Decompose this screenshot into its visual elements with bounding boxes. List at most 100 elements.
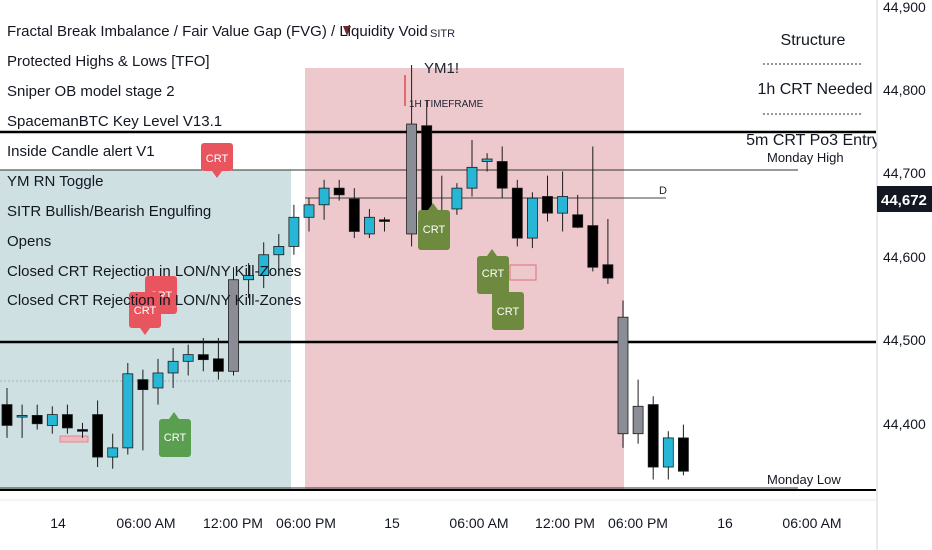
indicator-label[interactable]: Sniper OB model stage 2 — [7, 83, 175, 100]
candle-body — [333, 187, 345, 196]
price-tick: 44,400 — [883, 416, 926, 432]
candle-body — [77, 429, 88, 432]
time-tick: 06:00 AM — [449, 515, 508, 531]
indicator-label[interactable]: SITR Bullish/Bearish Engulfing — [7, 203, 211, 220]
candle-body — [662, 437, 674, 468]
crt-badge-text: CRT — [497, 306, 520, 318]
right-session-zone — [305, 68, 624, 490]
time-tick: 16 — [717, 515, 733, 531]
price-tick: 44,600 — [883, 249, 926, 265]
candle-body — [92, 414, 103, 458]
candle-body — [16, 415, 28, 418]
candle-body — [587, 225, 599, 268]
candle-body — [379, 219, 390, 222]
structure-row-1: 1h CRT Needed — [757, 81, 872, 98]
symbol-label: YM1! — [424, 60, 459, 77]
candle-body — [243, 275, 255, 281]
crt-badge-green[interactable]: CRT — [159, 412, 191, 457]
indicator-label[interactable]: Closed CRT Rejection in LON/NY Kill-Zone… — [7, 263, 301, 280]
candle-body — [273, 246, 285, 256]
candle-body — [602, 264, 614, 279]
candle-body — [527, 197, 538, 239]
candle-body — [258, 254, 270, 276]
candle-body — [348, 198, 360, 232]
crt-badge-text: CRT — [164, 432, 187, 444]
candle-body — [318, 187, 330, 206]
candle-body — [572, 214, 584, 228]
candle-body — [62, 414, 73, 429]
crt-badge-text: CRT — [423, 224, 446, 236]
price-tick: 44,900 — [883, 0, 926, 15]
time-tick: 06:00 AM — [116, 515, 175, 531]
candle-body — [557, 196, 568, 214]
indicator-label[interactable]: Inside Candle alert V1 — [7, 143, 155, 160]
price-tick: 44,700 — [883, 165, 926, 181]
candle-body — [167, 360, 179, 374]
candle-body — [228, 279, 239, 372]
crt-badge-olive[interactable]: CRT — [418, 203, 450, 250]
time-axis[interactable]: 14 06:00 AM 12:00 PM 06:00 PM 15 06:00 A… — [0, 499, 877, 531]
indicator-label[interactable]: Protected Highs & Lows [TFO] — [7, 53, 210, 70]
price-tick: 44,500 — [883, 332, 926, 348]
indicator-label[interactable]: Closed CRT Rejection in LON/NY Kill-Zone… — [7, 292, 301, 309]
candle-body — [481, 158, 493, 162]
indicator-label[interactable]: YM RN Toggle — [7, 173, 103, 190]
crt-badge-red[interactable]: CRT — [129, 292, 161, 335]
indicator-label[interactable]: Opens — [7, 233, 51, 250]
candle-body — [647, 404, 659, 468]
candle-body — [421, 125, 433, 216]
monday-high-label: Monday High — [767, 150, 844, 165]
current-price-badge — [877, 186, 932, 212]
price-axis[interactable]: 44,900 44,800 44,700 44,600 44,500 44,40… — [876, 0, 932, 550]
crt-badge-red[interactable]: CRT — [201, 143, 233, 178]
time-tick: 14 — [50, 515, 66, 531]
crt-badge-text: CRT — [134, 305, 157, 317]
candle-body — [406, 123, 418, 235]
crt-badge-text: CRT — [482, 268, 505, 280]
structure-row-2: 5m CRT Po3 Entry — [746, 132, 880, 149]
candle-body — [182, 354, 194, 362]
current-price-label: 44,672 — [881, 192, 927, 209]
candle-body — [152, 372, 164, 389]
indicator-label[interactable]: Fractal Break Imbalance / Fair Value Gap… — [7, 23, 428, 40]
candle-body — [31, 415, 43, 425]
candle-body — [1, 404, 13, 426]
candle-body — [137, 379, 149, 391]
monday-low-label: Monday Low — [767, 472, 841, 487]
candle-body — [617, 316, 629, 435]
crt-badge-olive[interactable]: CRT — [492, 291, 524, 330]
structure-header: Structure — [781, 32, 846, 49]
crt-badge-text: CRT — [206, 153, 229, 165]
candle-body — [197, 354, 209, 361]
candle-body — [542, 196, 553, 214]
candle-body — [451, 187, 463, 210]
timeframe-label: 1H TIMEFRAME — [409, 99, 484, 110]
indicator-legend: Fractal Break Imbalance / Fair Value Gap… — [7, 23, 428, 309]
candle-body — [511, 187, 523, 239]
d-level-label: D — [659, 185, 667, 197]
candle-body — [678, 437, 689, 472]
time-tick: 06:00 AM — [782, 515, 841, 531]
candle-body — [46, 414, 58, 426]
candle-body — [303, 204, 315, 218]
time-tick: 15 — [384, 515, 400, 531]
sitr-label: SITR — [430, 28, 455, 40]
candle-body — [466, 166, 478, 189]
crt-badge-olive[interactable]: CRT — [477, 249, 509, 294]
candles-group — [1, 64, 689, 480]
time-tick: 06:00 PM — [608, 515, 668, 531]
candle-body — [212, 358, 224, 372]
fvg-box — [59, 435, 89, 443]
time-tick: 12:00 PM — [535, 515, 595, 531]
fvg-box — [509, 264, 537, 281]
candle-body — [363, 216, 375, 235]
indicator-label[interactable]: SpacemanBTC Key Level V13.1 — [7, 113, 222, 130]
time-tick: 06:00 PM — [276, 515, 336, 531]
candle-body — [632, 405, 644, 435]
candle-body — [496, 161, 508, 189]
down-triangle-marker — [343, 26, 351, 36]
candle-body — [288, 216, 300, 247]
price-tick: 44,800 — [883, 82, 926, 98]
